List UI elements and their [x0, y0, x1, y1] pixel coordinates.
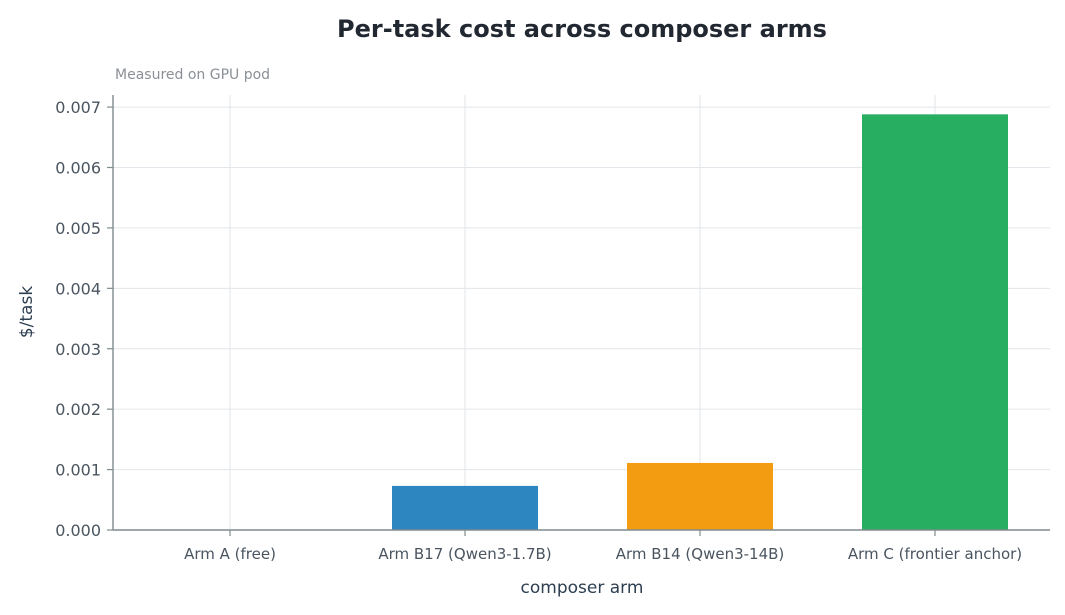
- y-tick-label: 0.007: [55, 98, 101, 117]
- y-axis-label: $/task: [17, 286, 37, 338]
- x-tick-label: Arm B17 (Qwen3-1.7B): [378, 545, 551, 563]
- chart-title: Per-task cost across composer arms: [337, 15, 827, 43]
- x-tick-labels: Arm A (free) Arm B17 (Qwen3-1.7B) Arm B14 …: [184, 530, 1022, 563]
- y-tick-label: 0.003: [55, 340, 101, 359]
- bar: [627, 462, 773, 530]
- y-tick-label: 0.005: [55, 219, 101, 238]
- x-tick-label: Arm A (free): [184, 545, 276, 563]
- bars: [392, 114, 1008, 530]
- chart-subtitle: Measured on GPU pod: [115, 67, 270, 83]
- y-tick-labels: 0.000 0.001 0.002 0.003 0.004 0.005 0.006 0.007: [55, 98, 113, 540]
- bar: [392, 485, 538, 530]
- x-tick-label: Arm C (frontier anchor): [848, 545, 1022, 563]
- bar: [862, 114, 1008, 530]
- x-axis-label: composer arm: [521, 578, 644, 598]
- y-tick-label: 0.004: [55, 279, 101, 298]
- y-tick-label: 0.002: [55, 400, 101, 419]
- y-tick-label: 0.001: [55, 461, 101, 480]
- y-tick-label: 0.006: [55, 159, 101, 178]
- y-tick-label: 0.000: [55, 521, 101, 540]
- x-tick-label: Arm B14 (Qwen3-14B): [616, 545, 785, 563]
